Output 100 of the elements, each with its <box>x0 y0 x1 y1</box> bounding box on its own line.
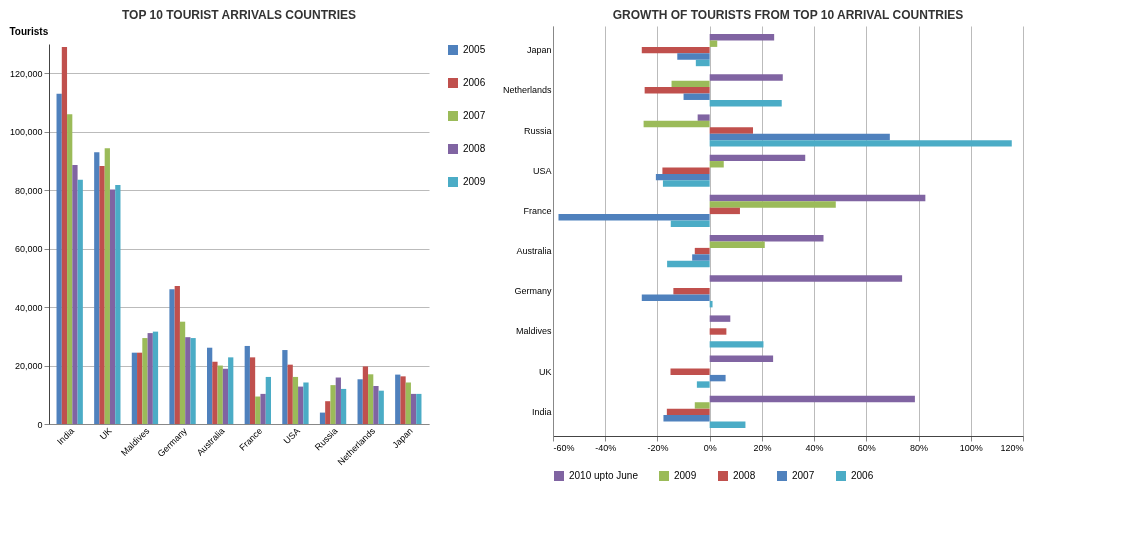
bar <box>709 300 713 308</box>
bar <box>709 140 1012 147</box>
legend-label: 2005 <box>463 44 486 55</box>
bar <box>709 34 775 41</box>
x-tick-label: -20% <box>647 442 669 453</box>
bar <box>709 194 926 202</box>
bar <box>362 366 369 424</box>
bar <box>244 345 250 424</box>
x-tick-label: 120% <box>1000 442 1024 453</box>
bar <box>190 338 196 424</box>
x-tick-label: 60% <box>857 442 876 453</box>
bar <box>709 241 765 248</box>
bar <box>147 333 153 424</box>
bar <box>673 288 710 295</box>
y-tick-label: 120,000 <box>9 68 43 79</box>
bar <box>695 59 710 67</box>
bar <box>643 120 710 128</box>
bar <box>228 357 234 424</box>
bar <box>641 46 710 54</box>
bar <box>282 350 288 424</box>
bar <box>709 40 718 47</box>
legend-label: 2009 <box>463 176 486 187</box>
bar <box>137 352 143 424</box>
bar <box>94 152 100 424</box>
y-tick-label: 60,000 <box>14 244 43 255</box>
bar <box>709 74 783 81</box>
y-tick-label: Australia <box>516 246 552 257</box>
x-tick-label: 100% <box>959 442 983 453</box>
bar <box>709 341 764 348</box>
bar <box>400 376 406 424</box>
x-tick-label: USA <box>281 425 302 446</box>
bar <box>378 390 384 424</box>
bar <box>683 93 710 100</box>
bar <box>395 374 401 424</box>
bar <box>662 167 710 174</box>
bar <box>655 173 710 181</box>
y-tick-label: Germany <box>514 286 552 297</box>
bar <box>212 361 218 424</box>
bar <box>174 286 180 424</box>
bar <box>357 379 363 424</box>
x-tick-label: UK <box>97 425 114 442</box>
bar <box>373 386 379 424</box>
bar <box>77 179 83 424</box>
bar <box>222 368 229 424</box>
y-tick-label: Maldives <box>515 326 552 337</box>
y-tick-label: Japan <box>526 45 552 56</box>
bar <box>298 386 304 424</box>
y-tick-label: India <box>531 406 552 417</box>
y-tick-label: Russia <box>523 125 552 136</box>
bar <box>709 235 824 242</box>
bar <box>644 87 710 94</box>
bar <box>249 357 256 424</box>
bar <box>260 393 266 424</box>
bar <box>667 260 710 268</box>
bar <box>185 337 191 424</box>
bar <box>319 412 326 424</box>
legend-label: 2006 <box>463 77 486 88</box>
bar <box>67 114 73 424</box>
x-tick-label: -60% <box>553 442 575 453</box>
bar <box>416 393 422 424</box>
y-tick-label: 0 <box>37 419 43 430</box>
bar <box>265 376 271 424</box>
bar <box>694 247 710 255</box>
bar <box>255 396 261 424</box>
bar <box>115 184 121 424</box>
legend-label: 2009 <box>674 470 697 481</box>
bar <box>697 114 710 121</box>
bar <box>207 347 213 424</box>
legend-label: 2008 <box>463 143 486 154</box>
legend-label: 2007 <box>792 470 815 481</box>
bar <box>709 201 836 208</box>
legend-label: 2008 <box>733 470 756 481</box>
bar <box>142 338 148 424</box>
bar <box>662 180 710 187</box>
bar <box>405 382 411 424</box>
x-tick-label: 80% <box>910 442 929 453</box>
bar <box>709 161 724 168</box>
bar <box>666 408 710 416</box>
y-tick-label: USA <box>532 165 552 176</box>
bar <box>694 402 710 409</box>
bar <box>670 368 710 375</box>
bar <box>709 355 774 363</box>
y-tick-label: 80,000 <box>14 185 43 196</box>
bar <box>179 321 186 424</box>
x-tick-label: -40% <box>595 442 617 453</box>
bar <box>56 93 62 424</box>
x-tick-label: 40% <box>805 442 824 453</box>
bar <box>692 254 710 261</box>
chart-title: GROWTH OF TOURISTS FROM TOP 10 ARRIVAL COUNTRIES <box>612 8 964 22</box>
bar <box>325 401 331 424</box>
bar <box>169 289 175 424</box>
y-tick-label: 100,000 <box>9 127 43 138</box>
bar <box>709 328 727 335</box>
bar <box>709 315 731 322</box>
bar <box>99 165 105 424</box>
bar <box>709 374 726 382</box>
bar <box>709 421 746 428</box>
bar <box>330 385 336 424</box>
bar <box>61 46 68 424</box>
bar <box>72 165 78 424</box>
